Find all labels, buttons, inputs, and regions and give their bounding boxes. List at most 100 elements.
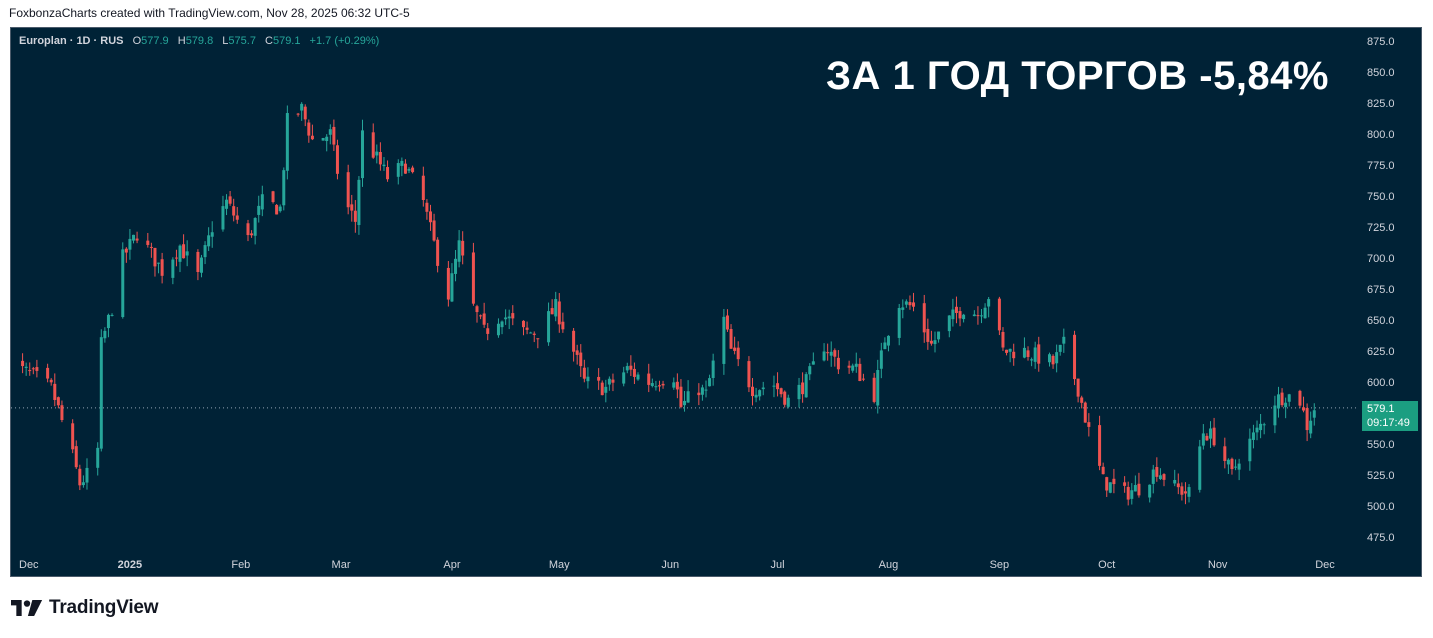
price-tick-label: 550.0 (1367, 439, 1395, 451)
candle-body (858, 363, 862, 382)
candle-body (951, 309, 955, 320)
tradingview-logo-text: TradingView (49, 597, 159, 618)
candle-body (747, 361, 751, 388)
candle-body (912, 302, 916, 307)
candle-body (131, 234, 135, 241)
candle-body (554, 299, 558, 317)
candle-body (46, 367, 50, 379)
candle-body (779, 388, 783, 395)
candle-body (547, 311, 551, 343)
price-tick-label: 750.0 (1367, 191, 1395, 203)
candle-body (103, 330, 107, 339)
candle-body (1223, 446, 1227, 461)
candle-body (253, 218, 257, 236)
candle-body (260, 194, 264, 210)
candle-body (879, 350, 883, 369)
candle-body (1176, 483, 1180, 488)
candle-body (1284, 402, 1288, 408)
candle-body (1105, 477, 1109, 491)
candle-body (1234, 466, 1238, 468)
candle-body (926, 328, 930, 342)
candle-body (421, 175, 425, 201)
candle-body (375, 151, 379, 156)
candle-body (1001, 331, 1005, 348)
candle-body (786, 397, 790, 407)
candle-body (210, 232, 214, 237)
candle-body (199, 257, 203, 273)
candle-body (110, 314, 114, 316)
candle-body (607, 378, 611, 385)
candle-body (56, 397, 60, 406)
candle-body (561, 321, 565, 330)
candle-body (246, 223, 250, 236)
candle-body (987, 299, 991, 307)
candle-body (178, 245, 182, 262)
candlestick-chart[interactable]: 475.0500.0525.0550.0575.0600.0625.0650.0… (11, 28, 1421, 576)
candle-body (486, 328, 490, 334)
candle-body (808, 366, 812, 375)
candle-body (532, 333, 536, 335)
candle-body (522, 320, 526, 328)
candle-body (1101, 466, 1105, 475)
candle-body (772, 385, 776, 387)
candle-body (683, 400, 687, 406)
open-label: O (132, 35, 142, 47)
candle-body (1073, 334, 1077, 380)
candle-body (1162, 474, 1166, 480)
candle-body (550, 308, 554, 315)
time-tick-label: Feb (231, 559, 250, 571)
candle-body (128, 238, 132, 250)
candle-body (400, 160, 404, 166)
candle-body (504, 317, 508, 320)
candle-body (657, 385, 661, 387)
candle-body (854, 363, 858, 367)
candle-body (232, 206, 236, 216)
candle-body (1076, 378, 1080, 397)
price-axis[interactable]: 475.0500.0525.0550.0575.0600.0625.0650.0… (1367, 36, 1395, 544)
time-axis[interactable]: Dec 2025 Feb Mar Apr May Jun Jul Aug Sep Oct Nov Dec (19, 559, 1335, 571)
tradingview-logo[interactable]: TradingView (11, 597, 159, 619)
candle-body (801, 382, 805, 395)
candle-body (575, 350, 579, 355)
candle-body (21, 360, 25, 367)
candle-body (836, 357, 840, 370)
high-label: H (177, 35, 186, 47)
candle-body (221, 206, 225, 230)
candle-body (1130, 490, 1134, 499)
candle-body (729, 328, 733, 349)
candle-body (1205, 435, 1209, 441)
candle-body (149, 246, 153, 248)
price-tick-label: 600.0 (1367, 377, 1395, 389)
candle-body (1276, 394, 1280, 409)
candle-body (71, 423, 75, 450)
candle-body (1187, 487, 1191, 497)
candle-body (496, 323, 500, 336)
chart-panel[interactable]: 475.0500.0525.0550.0575.0600.0625.0650.0… (10, 27, 1422, 577)
candle-body (1058, 344, 1062, 352)
candle-body (378, 152, 382, 165)
candle-body (425, 202, 429, 212)
candle-body (31, 368, 35, 370)
candle-body (1183, 491, 1187, 494)
candle-body (736, 347, 740, 360)
candle-body (500, 321, 504, 328)
candle-body (457, 240, 461, 262)
candle-body (53, 383, 57, 400)
candle-body (897, 308, 901, 338)
symbol-label[interactable]: Europlan · 1D · RUS (19, 35, 124, 47)
candle-body (1083, 402, 1087, 423)
candle-body (350, 204, 354, 211)
candle-body (432, 220, 436, 241)
price-tick-label: 850.0 (1367, 67, 1395, 79)
candle-body (947, 315, 951, 332)
candle-body (207, 235, 211, 247)
candle-body (833, 350, 837, 357)
candle-body (146, 240, 150, 245)
candle-body (761, 387, 765, 390)
candle-body (629, 365, 633, 370)
candle-body (758, 390, 762, 397)
time-tick-label: May (549, 559, 570, 571)
price-tick-label: 500.0 (1367, 501, 1395, 513)
candle-body (622, 372, 626, 384)
candle-body (776, 383, 780, 390)
